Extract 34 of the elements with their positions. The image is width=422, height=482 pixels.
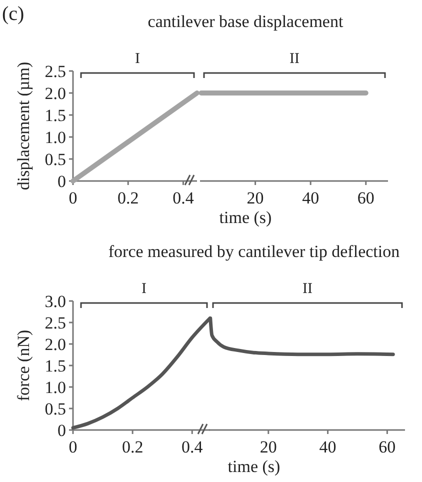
text: II (302, 281, 312, 297)
x-tick-label: 0.4 (182, 437, 204, 456)
y-tick-label: 1.0 (44, 128, 66, 147)
text: force measured by cantilever tip deflection (108, 242, 400, 261)
text: I (142, 281, 146, 297)
y-tick-label: 2.5 (44, 62, 66, 81)
y-tick-label: 0 (58, 420, 66, 440)
y-tick-label: 2.0 (44, 84, 66, 103)
y-tick-label: 0.5 (44, 399, 66, 418)
x-tick-label: 0.4 (172, 188, 194, 208)
x-tick-label: 20 (246, 188, 264, 208)
y-tick-label: 0.5 (44, 150, 66, 169)
x-axis-title: time (s) (219, 208, 272, 227)
x-tick-label: 0.2 (122, 437, 144, 456)
y-tick-label: 1.5 (44, 356, 66, 376)
y-tick-label: 2.0 (44, 334, 66, 354)
text: cantilever base displacement (148, 12, 344, 31)
x-tick-label: 40 (302, 188, 320, 208)
y-axis-title: displacement (µm) (14, 62, 33, 190)
x-tick-label: 60 (357, 188, 374, 208)
text: (c) (2, 3, 24, 25)
x-tick-label: 60 (378, 437, 396, 456)
y-axis-title: force (nN) (14, 330, 33, 402)
x-tick-label: 20 (260, 437, 277, 456)
y-tick-label: 3.0 (44, 292, 66, 311)
y-tick-label: 1.5 (44, 106, 66, 125)
text: II (290, 51, 300, 67)
y-tick-label: 2.5 (44, 313, 66, 332)
y-tick-label: 0 (58, 172, 66, 191)
y-tick-label: 1.0 (44, 378, 66, 397)
x-tick-label: 40 (319, 437, 336, 456)
x-axis-title: time (s) (228, 457, 280, 476)
text: I (135, 51, 140, 67)
x-tick-label: 0.2 (117, 188, 139, 208)
